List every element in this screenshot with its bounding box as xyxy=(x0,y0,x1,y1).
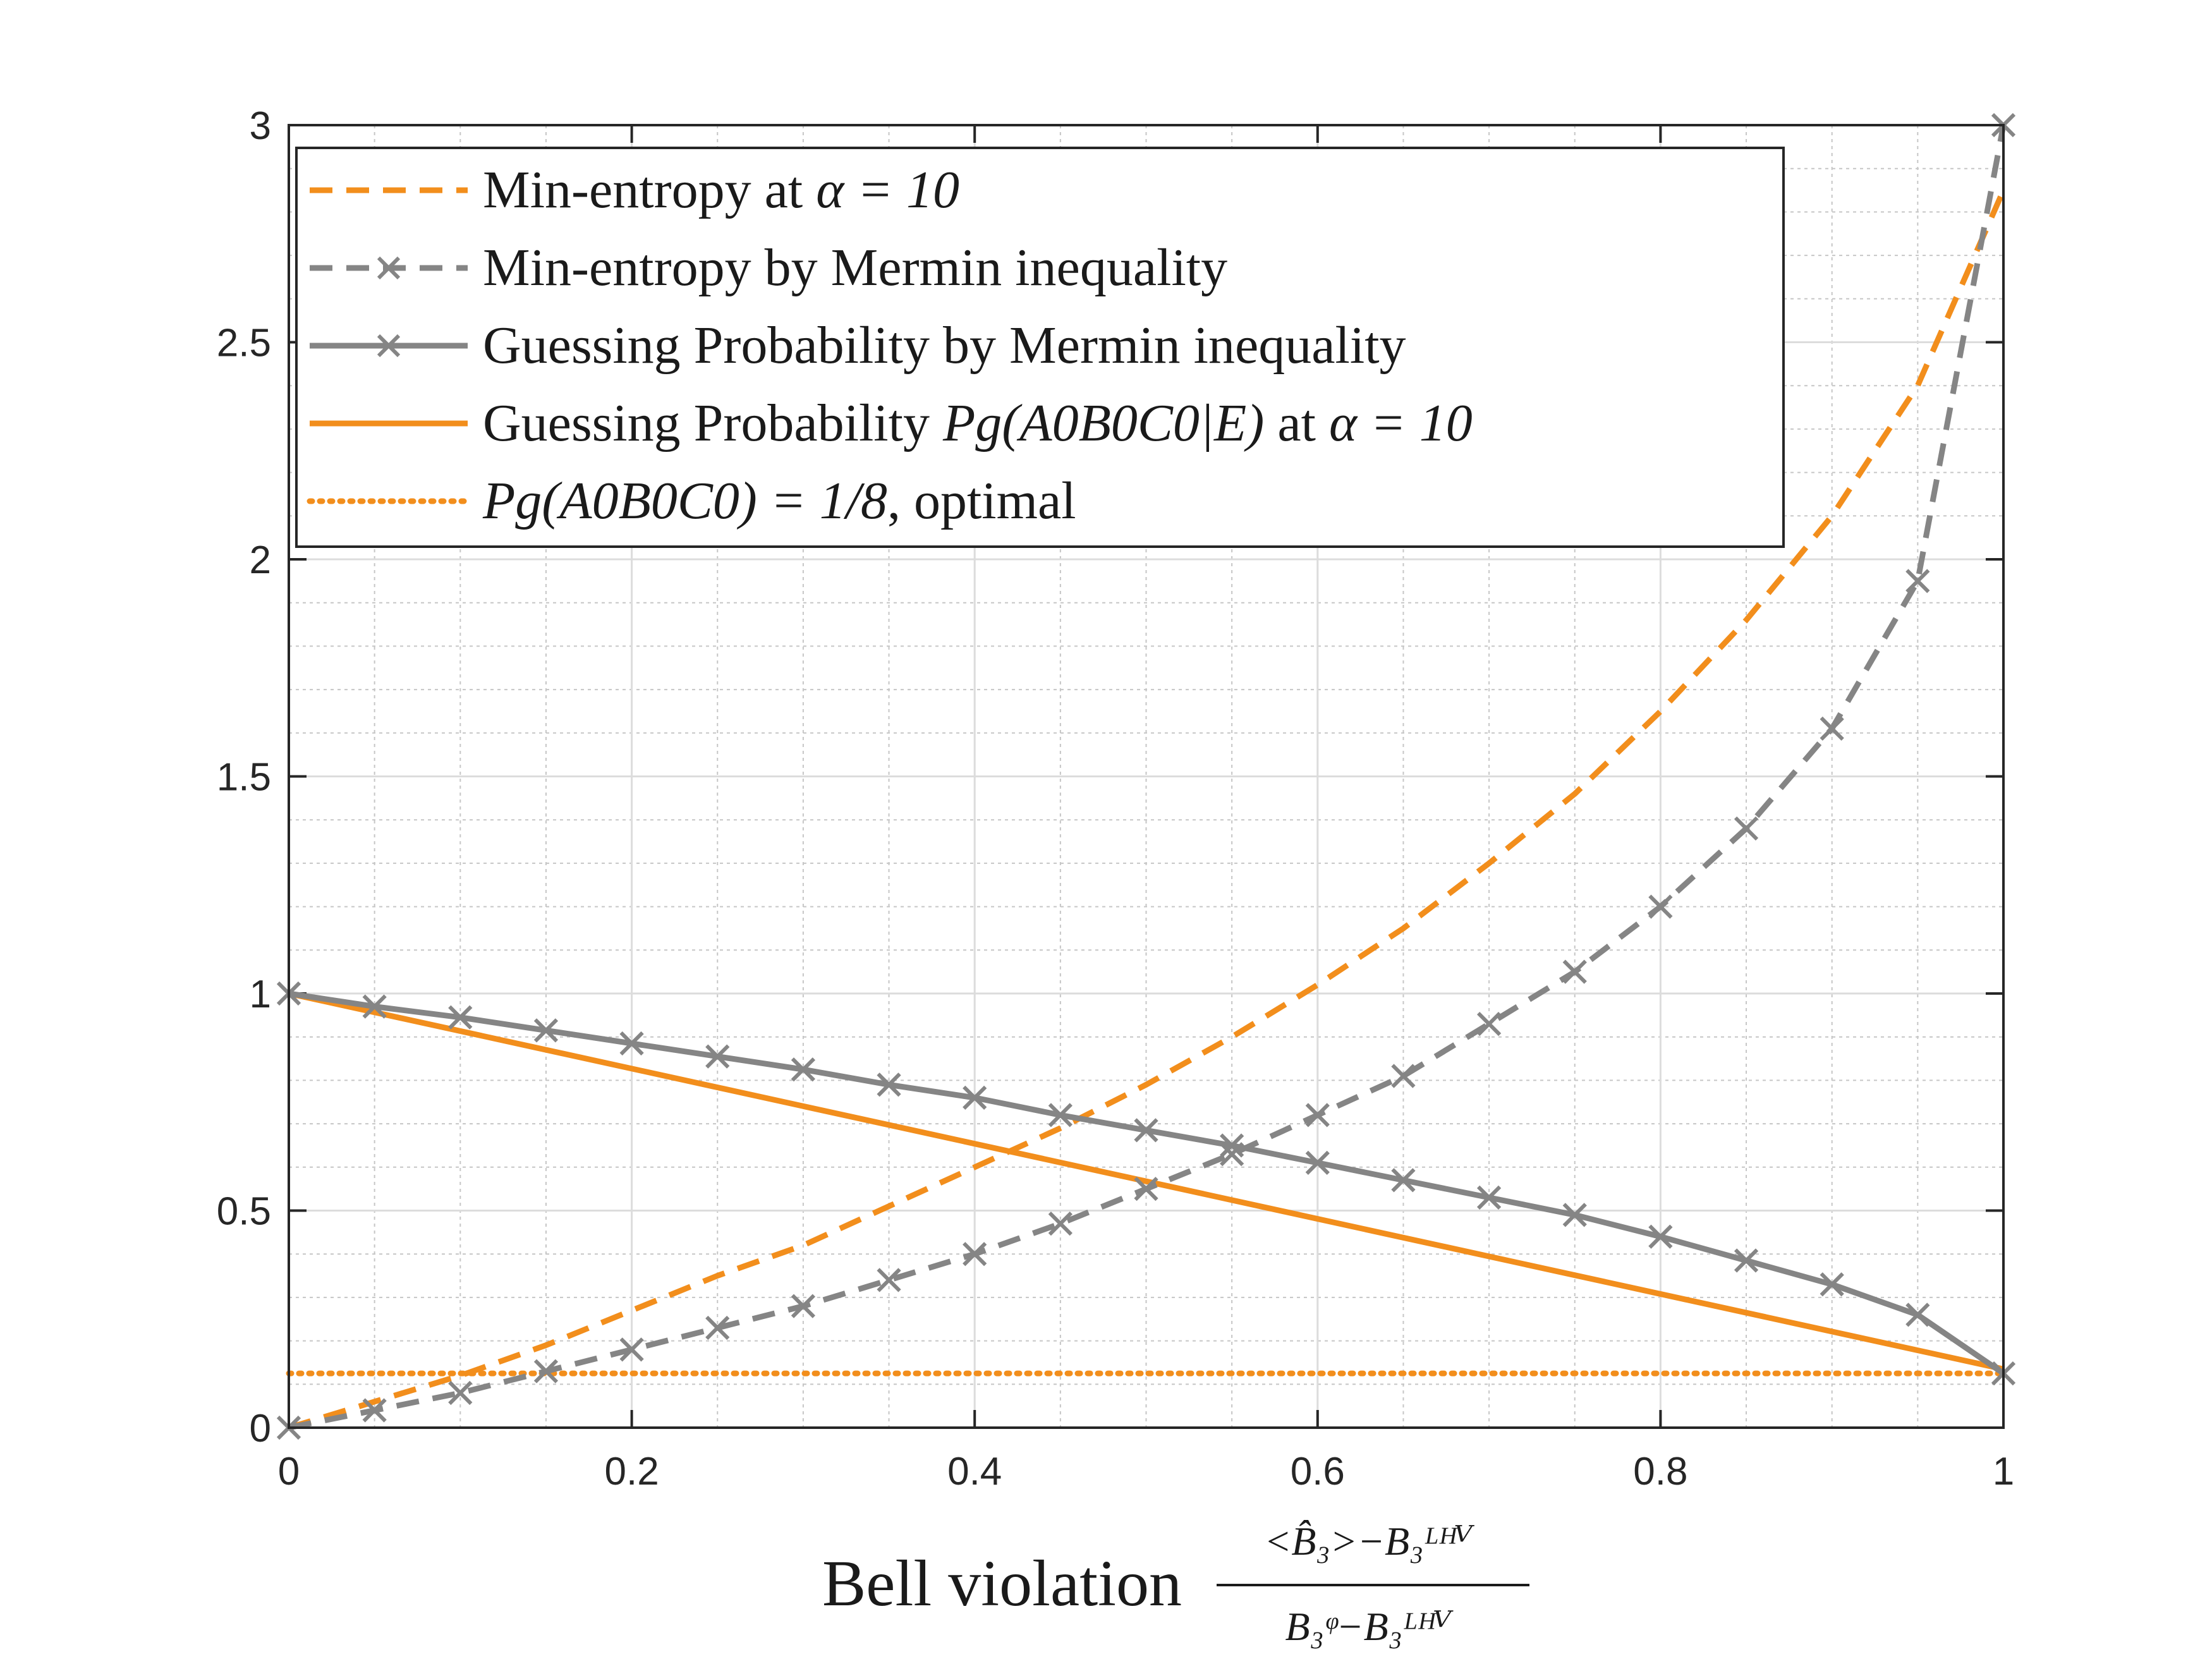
x-tick-label: 0 xyxy=(278,1450,300,1493)
series-marker-2 xyxy=(1820,1272,1844,1297)
series-marker-2 xyxy=(362,994,387,1019)
series-marker-2 xyxy=(1905,1303,1930,1327)
series-marker-2 xyxy=(1734,1248,1759,1273)
x-axis-label-denominator: B₃ᵠ−B₃ᴸᴴⱽ xyxy=(1285,1604,1454,1649)
series-marker-2 xyxy=(1648,1224,1673,1249)
legend-box xyxy=(295,147,1785,548)
legend-math-4b: α = 10 xyxy=(1329,394,1473,453)
series-marker-2 xyxy=(1476,1185,1502,1210)
y-tick-label: 1 xyxy=(250,973,271,1016)
series-marker-1 xyxy=(705,1315,730,1340)
series-marker-1 xyxy=(1734,816,1759,841)
series-line-3 xyxy=(288,990,2004,1372)
series-marker-2 xyxy=(1048,1103,1073,1127)
legend-entry-optimal: Pg(A0B0C0) = 1/8, optimal xyxy=(307,471,1076,530)
series-marker-2 xyxy=(448,1005,473,1030)
series-marker-2 xyxy=(1562,1203,1587,1227)
y-tick-label: 3 xyxy=(250,104,271,148)
x-tick-label: 1 xyxy=(1993,1450,2014,1493)
series-marker-1 xyxy=(1048,1211,1073,1236)
series-marker-1 xyxy=(791,1294,816,1318)
series-marker-2 xyxy=(963,1085,987,1110)
series-marker-2 xyxy=(1220,1133,1244,1158)
legend-label-min-entropy-mermin: Min-entropy by Mermin inequality xyxy=(483,238,1227,297)
legend-entry-min-entropy-alpha: Min-entropy at α = 10 xyxy=(310,161,959,219)
legend-entry-guessing-mermin: Guessing Probability by Mermin inequalit… xyxy=(310,316,1406,375)
series-marker-2 xyxy=(533,1018,559,1043)
series-marker-1 xyxy=(448,1380,473,1406)
legend-text-4b: at xyxy=(1264,394,1329,453)
y-tick-label: 2 xyxy=(250,538,271,582)
series-marker-1 xyxy=(877,1268,901,1292)
y-tick-label: 1.5 xyxy=(217,756,271,799)
series-marker-1 xyxy=(533,1359,559,1383)
x-axis-label-numerator: <B̂₃>−B₃ᴸᴴⱽ xyxy=(1264,1519,1475,1564)
series-marker-1 xyxy=(1648,894,1673,919)
series-marker-2 xyxy=(877,1073,901,1097)
x-tick-label: 0.8 xyxy=(1633,1450,1687,1493)
legend-math-1: α = 10 xyxy=(816,161,959,219)
legend-math-5: Pg(A0B0C0) = 1/8 xyxy=(482,471,887,530)
series-marker-2 xyxy=(705,1044,730,1069)
legend-text-5: , optimal xyxy=(887,471,1076,530)
series-marker-1 xyxy=(1134,1177,1158,1201)
legend-text-4a: Guessing Probability xyxy=(483,394,943,453)
legend-label-min-entropy-alpha: Min-entropy at α = 10 xyxy=(483,161,959,219)
series-marker-2 xyxy=(1391,1168,1416,1193)
series-marker-1 xyxy=(1305,1103,1330,1127)
legend-entry-min-entropy-mermin: Min-entropy by Mermin inequality xyxy=(310,238,1227,297)
series-layer xyxy=(276,112,2016,1440)
series-marker-1 xyxy=(1905,569,1930,593)
y-tick-label: 2.5 xyxy=(217,322,271,365)
series-marker-1 xyxy=(619,1337,644,1362)
legend-label-optimal: Pg(A0B0C0) = 1/8, optimal xyxy=(482,471,1076,530)
series-marker-2 xyxy=(791,1057,816,1082)
series-marker-2 xyxy=(619,1031,644,1056)
legend-text-1a: Min-entropy at xyxy=(483,161,816,219)
legend-entry-guessing-alpha: Guessing Probability Pg(A0B0C0|E) at α =… xyxy=(310,394,1473,453)
x-axis-label-text: Bell violation xyxy=(822,1547,1182,1620)
series-marker-1 xyxy=(362,1398,387,1423)
x-tick-label: 0.2 xyxy=(604,1450,659,1493)
tick-labels: 0 0.2 0.4 0.6 0.8 1 0 0.5 1 1.5 2 2.5 3 xyxy=(217,104,2014,1493)
series-marker-1 xyxy=(963,1242,987,1267)
series-marker-2 xyxy=(1305,1150,1330,1176)
y-tick-label: 0 xyxy=(250,1407,271,1450)
legend-marker-x-icon xyxy=(377,256,401,280)
x-tick-label: 0.6 xyxy=(1291,1450,1345,1493)
x-axis-label: Bell violation <B̂₃>−B₃ᴸᴴⱽ B₃ᵠ−B₃ᴸᴴⱽ xyxy=(822,1519,1529,1649)
series-line-0 xyxy=(288,189,2007,1431)
legend-label-guessing-mermin: Guessing Probability by Mermin inequalit… xyxy=(483,316,1406,375)
series-marker-1 xyxy=(1820,716,1844,741)
axes-frame xyxy=(288,124,2005,1429)
y-tick-label: 0.5 xyxy=(217,1190,271,1234)
series-marker-1 xyxy=(1476,1011,1502,1036)
legend-marker-x-icon xyxy=(377,334,401,358)
legend: Min-entropy at α = 10 Min-entropy by Mer… xyxy=(295,147,1785,548)
legend-label-guessing-alpha: Guessing Probability Pg(A0B0C0|E) at α =… xyxy=(483,394,1473,453)
x-tick-label: 0.4 xyxy=(947,1450,1002,1493)
series-marker-1 xyxy=(1562,959,1587,984)
series-marker-1 xyxy=(1391,1064,1416,1088)
series-marker-2 xyxy=(1134,1118,1158,1143)
legend-math-4a: Pg(A0B0C0|E) xyxy=(942,394,1264,453)
